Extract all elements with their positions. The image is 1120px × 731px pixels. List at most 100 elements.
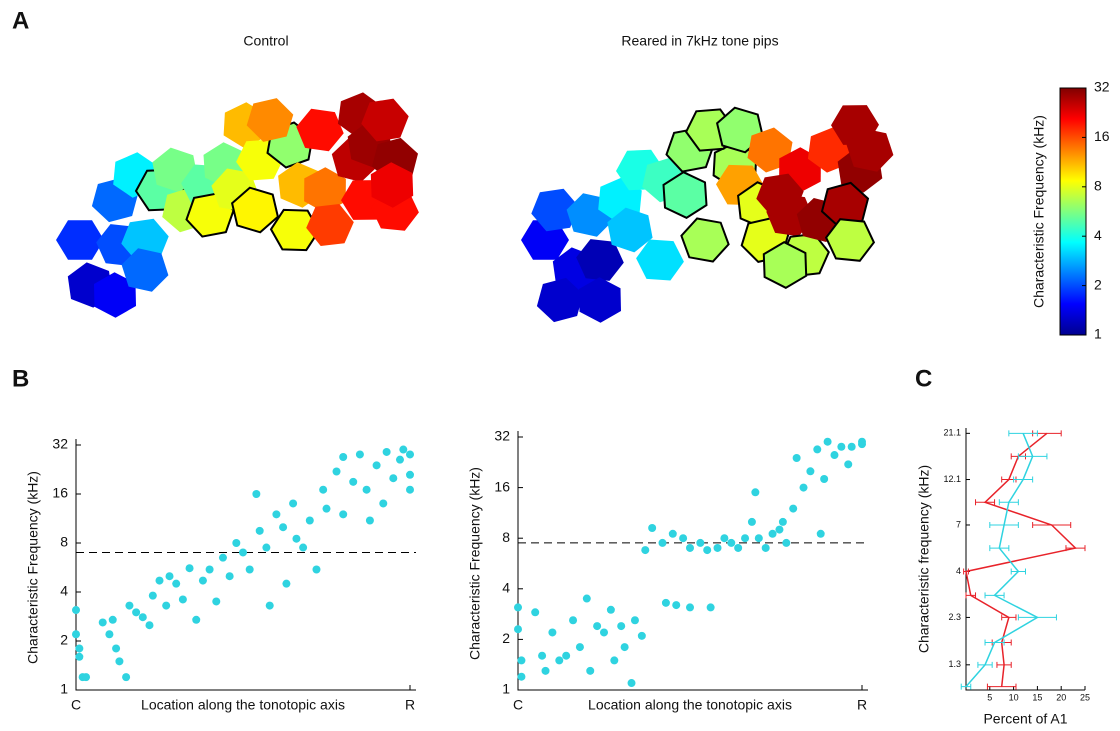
point (299, 543, 308, 552)
point (672, 601, 681, 610)
map-cell (121, 218, 169, 262)
point (252, 490, 261, 498)
point (768, 529, 777, 538)
point (548, 628, 557, 637)
point (322, 504, 331, 513)
point (847, 442, 856, 451)
point (239, 548, 247, 557)
point (830, 451, 839, 460)
point (155, 576, 164, 585)
point (148, 591, 157, 600)
point (205, 565, 214, 574)
point (641, 546, 650, 555)
point (365, 516, 374, 525)
axis (75, 439, 416, 691)
point (538, 651, 547, 660)
y-tick-label: 4 (60, 583, 68, 599)
point (820, 475, 829, 484)
panel-label: C (915, 365, 932, 392)
point (162, 601, 171, 610)
panel-label: A (12, 7, 29, 34)
point (720, 534, 729, 543)
x-axis-label: Percent of A1 (983, 711, 1067, 727)
x-tick-label: C (513, 697, 523, 713)
colorbar-tick-label: 2 (1094, 276, 1102, 292)
point (192, 615, 201, 624)
point (562, 651, 571, 660)
x-axis-label: Location along the tonotopic axis (588, 697, 792, 713)
point (844, 460, 853, 469)
point (617, 622, 626, 631)
point (586, 666, 595, 675)
point (332, 467, 341, 476)
point (406, 470, 414, 479)
point (305, 516, 314, 525)
map-cell (370, 162, 414, 208)
colorbar-tick-label: 32 (1094, 79, 1110, 95)
point (406, 450, 414, 459)
point (679, 534, 688, 543)
point (837, 442, 846, 451)
y-tick-label: 16 (52, 485, 68, 501)
point (372, 461, 381, 470)
map-cell (662, 171, 708, 219)
point (610, 656, 619, 665)
x-axis-label: Location along the tonotopic axis (141, 697, 345, 713)
x-tick-label: R (857, 697, 867, 713)
point (661, 598, 670, 607)
point (178, 595, 187, 604)
y-tick-label: 4 (956, 566, 961, 576)
point (389, 474, 398, 483)
point (741, 534, 750, 543)
colorbar-tick-label: 16 (1094, 128, 1110, 144)
point (282, 579, 291, 588)
point (575, 643, 584, 652)
map-cell (824, 218, 876, 262)
series-line (965, 433, 1039, 688)
point (72, 630, 80, 639)
point (225, 572, 234, 581)
map-cell (246, 98, 294, 142)
map-cell (56, 220, 104, 260)
x-tick-label: 15 (1032, 692, 1042, 702)
point (606, 605, 615, 614)
x-tick-label: 25 (1080, 692, 1090, 702)
axis (517, 431, 868, 691)
point (355, 450, 364, 459)
map-title: Reared in 7kHz tone pips (621, 33, 778, 49)
point (279, 523, 288, 532)
map-cell (296, 108, 344, 152)
point (648, 523, 657, 532)
map-cell (269, 208, 321, 252)
point (782, 538, 791, 547)
point (778, 517, 787, 526)
series-line (965, 432, 1078, 687)
point (751, 488, 760, 497)
point (198, 576, 207, 585)
map-cell (304, 167, 346, 213)
point (658, 538, 667, 547)
point (245, 565, 254, 574)
point (668, 529, 677, 538)
x-tick-label: 20 (1056, 692, 1066, 702)
point (569, 616, 578, 625)
y-tick-label: 16 (494, 478, 510, 494)
map-cell (680, 217, 730, 263)
map-cell (361, 98, 409, 142)
y-tick-label: 1 (502, 681, 510, 697)
point (112, 644, 121, 653)
point (108, 615, 117, 624)
map-cell (579, 277, 621, 323)
map-cell (756, 173, 804, 217)
point (98, 618, 107, 627)
point (292, 534, 301, 543)
point (582, 594, 591, 603)
point (105, 630, 114, 639)
point (82, 673, 91, 682)
point (806, 467, 815, 476)
point (686, 603, 694, 612)
map-cell (576, 239, 624, 281)
point (165, 572, 174, 581)
point (858, 440, 866, 449)
